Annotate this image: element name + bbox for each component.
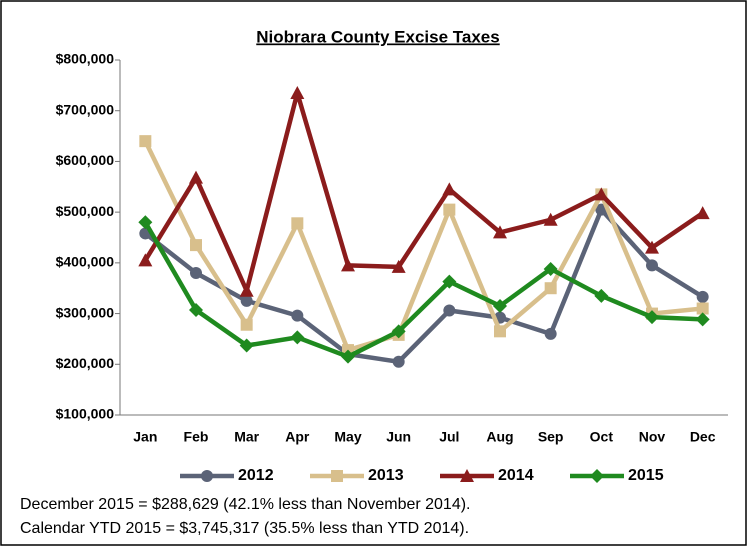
marker bbox=[290, 85, 305, 99]
x-tick-label: Oct bbox=[590, 429, 614, 445]
marker bbox=[341, 349, 355, 364]
marker bbox=[290, 330, 305, 345]
marker bbox=[544, 282, 557, 295]
y-tick-label: $200,000 bbox=[56, 355, 115, 371]
chart-title: Niobrara County Excise Taxes bbox=[256, 27, 499, 46]
marker bbox=[190, 239, 202, 252]
marker bbox=[291, 217, 304, 230]
marker bbox=[139, 135, 152, 148]
note: Calendar YTD 2015 = $3,745,317 (35.5% le… bbox=[20, 520, 469, 537]
marker bbox=[594, 187, 609, 201]
marker bbox=[594, 288, 609, 303]
marker bbox=[240, 318, 253, 331]
marker bbox=[138, 253, 153, 267]
marker bbox=[544, 327, 557, 340]
marker bbox=[460, 469, 474, 482]
x-tick-label: Feb bbox=[184, 429, 209, 445]
marker bbox=[392, 355, 405, 368]
x-tick-label: Nov bbox=[639, 429, 666, 445]
x-tick-label: Sep bbox=[538, 429, 564, 445]
marker bbox=[189, 303, 203, 318]
marker bbox=[645, 240, 659, 254]
marker bbox=[442, 182, 457, 196]
marker bbox=[240, 294, 253, 307]
marker bbox=[189, 170, 203, 184]
note: December 2015 = $288,629 (42.1% less tha… bbox=[20, 496, 471, 513]
marker bbox=[239, 338, 254, 353]
marker bbox=[494, 325, 506, 338]
x-tick-label: Mar bbox=[234, 429, 259, 445]
y-tick-label: $500,000 bbox=[56, 203, 115, 219]
marker bbox=[391, 324, 406, 339]
marker bbox=[201, 470, 213, 482]
marker bbox=[341, 258, 355, 272]
marker bbox=[138, 215, 153, 230]
legend-label: 2012 bbox=[238, 467, 274, 484]
marker bbox=[696, 302, 709, 315]
marker bbox=[695, 312, 710, 327]
marker bbox=[646, 259, 658, 272]
marker bbox=[590, 469, 604, 483]
series-line bbox=[143, 221, 703, 359]
y-tick-label: $600,000 bbox=[56, 152, 115, 168]
marker bbox=[543, 212, 558, 226]
marker bbox=[493, 298, 507, 313]
legend-label: 2014 bbox=[498, 467, 534, 484]
marker bbox=[442, 274, 457, 289]
marker bbox=[543, 261, 558, 276]
marker bbox=[190, 267, 202, 279]
legend-label: 2013 bbox=[368, 467, 404, 484]
marker bbox=[695, 206, 710, 220]
y-tick-label: $400,000 bbox=[56, 254, 115, 270]
x-tick-label: Jul bbox=[439, 429, 459, 445]
marker bbox=[696, 290, 709, 303]
y-tick-label: $100,000 bbox=[56, 406, 115, 422]
y-tick-label: $800,000 bbox=[56, 51, 115, 67]
legend-label: 2015 bbox=[628, 467, 664, 484]
marker bbox=[331, 470, 343, 482]
y-tick-label: $700,000 bbox=[56, 101, 115, 117]
marker bbox=[291, 309, 304, 322]
marker bbox=[443, 304, 456, 317]
x-tick-label: Dec bbox=[690, 429, 716, 445]
series-line bbox=[143, 140, 703, 353]
x-tick-label: Apr bbox=[285, 429, 310, 445]
x-tick-label: Jun bbox=[386, 429, 411, 445]
marker bbox=[493, 225, 507, 239]
x-tick-label: May bbox=[334, 429, 361, 445]
x-tick-label: Aug bbox=[486, 429, 513, 445]
marker bbox=[443, 203, 456, 216]
y-tick-label: $300,000 bbox=[56, 304, 115, 320]
x-tick-label: Jan bbox=[133, 429, 157, 445]
marker bbox=[391, 259, 406, 273]
marker bbox=[645, 310, 659, 325]
marker bbox=[239, 283, 254, 297]
series-line bbox=[143, 90, 704, 293]
